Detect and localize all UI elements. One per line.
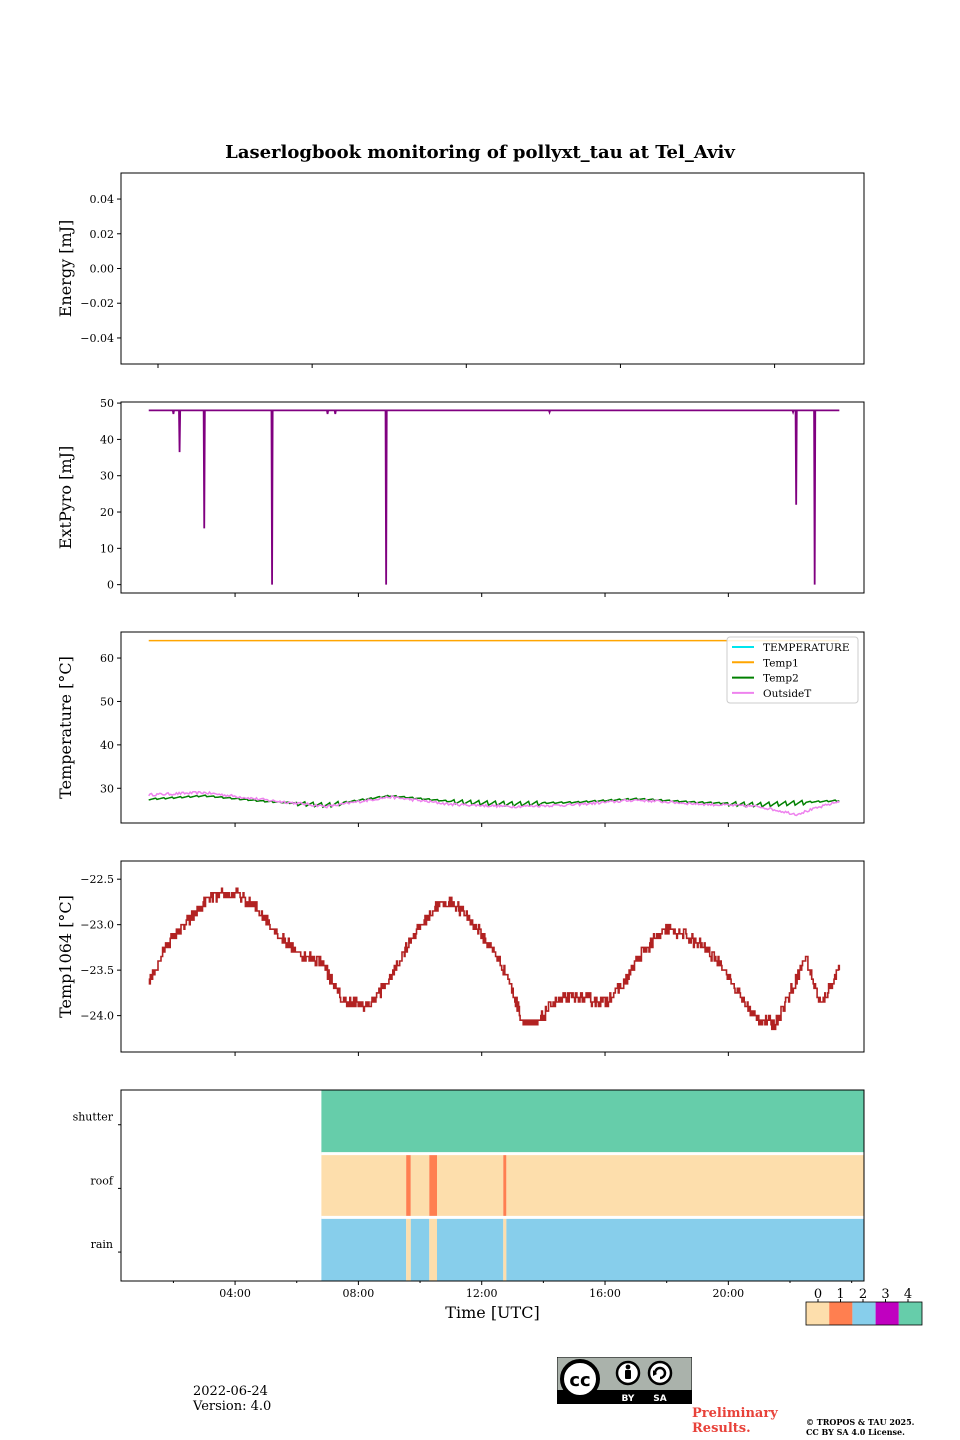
y-axis-label: Temperature [°C] — [56, 656, 75, 799]
version-label: Version: 4.0 — [193, 1399, 272, 1414]
y-tick-label: −0.02 — [80, 297, 114, 310]
status-cell-rain — [406, 1217, 411, 1281]
copyright-line1: © TROPOS & TAU 2025. — [806, 1417, 915, 1427]
y-tick-label: −22.5 — [80, 873, 114, 886]
colorbar-label: 4 — [904, 1287, 912, 1302]
legend-label-outsidet: OutsideT — [763, 688, 811, 700]
preliminary-line1: Preliminary — [692, 1406, 778, 1421]
x-tick-label: 04:00 — [219, 1287, 251, 1300]
colorbar-label: 3 — [881, 1287, 889, 1302]
status-cell-rain — [429, 1217, 438, 1281]
status-cell-roof — [429, 1153, 438, 1218]
status-cell-rain — [437, 1217, 504, 1281]
status-cell-rain — [503, 1217, 507, 1281]
colorbar-label: 2 — [859, 1287, 867, 1302]
status-cell-roof — [437, 1153, 504, 1218]
legend-label-temp2: Temp2 — [763, 673, 799, 685]
copyright-notice: © TROPOS & TAU 2025. CC BY SA 4.0 Licens… — [806, 1417, 914, 1437]
plot-frame — [120, 631, 865, 824]
colorbar-swatch — [875, 1302, 899, 1325]
panel-status: shutter roof rain 04:00 08:00 12:00 16:00 20:00… — [73, 1089, 923, 1326]
x-tick-label: 20:00 — [712, 1287, 744, 1300]
colorbar-swatch — [852, 1302, 876, 1325]
status-cell-roof — [406, 1153, 411, 1218]
temp1064-line — [148, 887, 841, 1031]
status-cell-roof — [506, 1153, 864, 1218]
license-by: BY — [622, 1394, 635, 1404]
y-tick-label: 50 — [100, 695, 114, 708]
colorbar-swatch — [829, 1302, 853, 1325]
series-outsidet-line — [148, 790, 840, 817]
row-label-roof: roof — [90, 1174, 114, 1187]
status-cell-roof — [410, 1153, 430, 1218]
y-tick-label: −23.5 — [80, 964, 114, 977]
y-tick-label: 20 — [100, 506, 114, 519]
colorbar-label: 0 — [814, 1287, 822, 1302]
status-cell-roof — [503, 1153, 507, 1218]
preliminary-notice: Preliminary Results. — [692, 1406, 778, 1436]
panel-temp1064: −24.0 −23.5 −23.0 −22.5 Temp1064 [°C] — [56, 860, 865, 1056]
panel-extpyro: 0 10 20 30 40 50 ExtPyro [mJ] — [56, 397, 865, 597]
x-tick-label: 12:00 — [466, 1287, 498, 1300]
y-tick-label: 30 — [100, 782, 114, 795]
y-tick-label: −23.0 — [80, 919, 114, 932]
x-axis-label: Time [UTC] — [445, 1303, 539, 1322]
status-cell-roof — [321, 1153, 407, 1218]
plot-frame — [120, 172, 865, 365]
colorbar-swatch — [806, 1302, 830, 1325]
figure-title: Laserlogbook monitoring of pollyxt_tau a… — [225, 142, 735, 163]
y-tick-label: 50 — [100, 397, 114, 410]
plot-frame — [120, 1089, 865, 1282]
colorbar-swatch — [898, 1302, 922, 1325]
status-cell-shutter — [321, 1090, 865, 1154]
y-tick-label: 0.02 — [90, 228, 115, 241]
panel-energy: −0.04 −0.02 0.00 0.02 0.04 Energy [mJ] — [56, 172, 865, 368]
y-tick-label: 40 — [100, 433, 114, 446]
date-label: 2022-06-24 — [193, 1384, 268, 1399]
y-tick-label: 0.04 — [90, 193, 115, 206]
row-label-rain: rain — [91, 1238, 113, 1251]
status-cell-rain — [410, 1217, 430, 1281]
legend-box — [726, 636, 859, 704]
panel-temperature: 30 40 50 60 Temperature [°C] TEMPERATURE Temp1… — [56, 631, 865, 827]
license-sa: SA — [653, 1394, 666, 1404]
legend-label-temperature: TEMPERATURE — [763, 642, 850, 654]
y-tick-label: 40 — [100, 739, 114, 752]
row-label-shutter: shutter — [73, 1111, 114, 1124]
svg-text:cc: cc — [569, 1370, 590, 1391]
y-tick-label: 10 — [100, 542, 114, 555]
cc-by-sa-icon: cc BY SA — [557, 1357, 692, 1404]
y-tick-label: −24.0 — [80, 1010, 114, 1023]
plot-frame — [120, 401, 865, 594]
x-tick-label: 08:00 — [343, 1287, 375, 1300]
colorbar-frame — [805, 1301, 923, 1326]
y-tick-label: 60 — [100, 652, 114, 665]
x-tick-label: 16:00 — [589, 1287, 621, 1300]
plot-frame — [120, 860, 865, 1053]
extpyro-line — [148, 409, 840, 585]
y-tick-label: −0.04 — [80, 332, 114, 345]
y-axis-label: Energy [mJ] — [56, 220, 75, 318]
status-cell-rain — [321, 1217, 407, 1281]
y-axis-label: Temp1064 [°C] — [56, 895, 75, 1018]
y-tick-label: 0.00 — [90, 263, 115, 276]
y-axis-label: ExtPyro [mJ] — [56, 446, 75, 549]
status-cell-rain — [506, 1217, 864, 1281]
preliminary-line2: Results. — [692, 1421, 751, 1436]
y-tick-label: 0 — [107, 579, 114, 592]
legend: TEMPERATURE Temp1 Temp2 OutsideT — [726, 636, 859, 704]
colorbar-label: 1 — [836, 1287, 844, 1302]
footer-info: 2022-06-24 Version: 4.0 — [193, 1384, 271, 1414]
copyright-line2: CC BY SA 4.0 License. — [806, 1427, 905, 1437]
y-tick-label: 30 — [100, 470, 114, 483]
series-temp2-line — [148, 794, 840, 809]
legend-label-temp1: Temp1 — [763, 657, 799, 669]
